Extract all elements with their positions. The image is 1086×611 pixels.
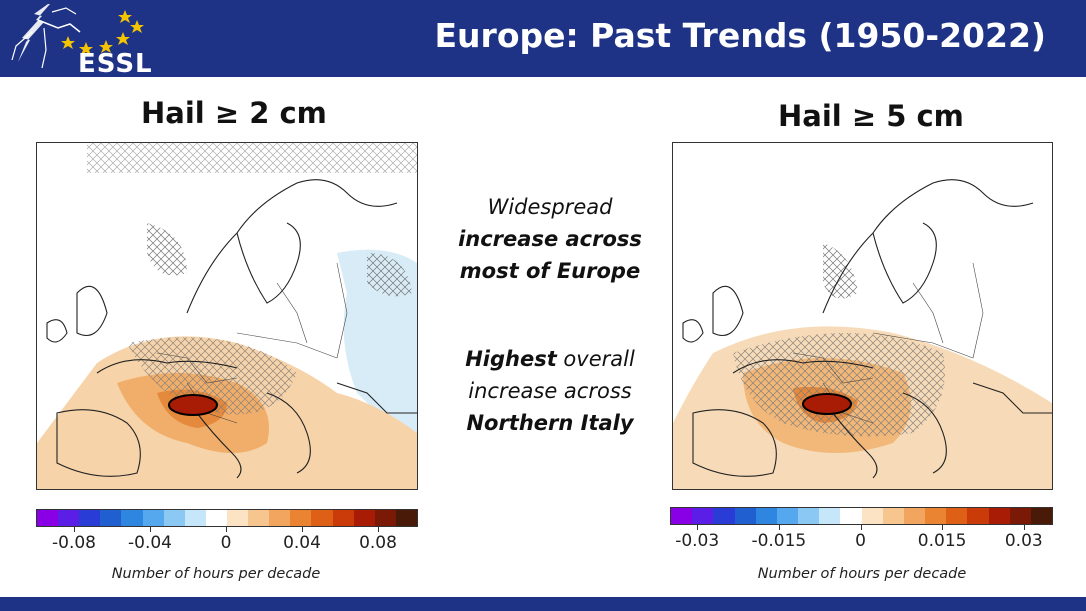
colorbar-swatch bbox=[713, 508, 735, 524]
lightning-stars-icon bbox=[11, 4, 144, 69]
colorbar-swatch bbox=[79, 510, 101, 526]
colorbar-swatch bbox=[142, 510, 164, 526]
colorbar-swatch bbox=[776, 508, 799, 524]
left-tick-label: -0.04 bbox=[128, 533, 172, 553]
note-line-6: Northern Italy bbox=[466, 411, 634, 435]
colorbar-swatch bbox=[374, 510, 396, 526]
colorbar-swatch bbox=[332, 510, 354, 526]
colorbar-swatch bbox=[1030, 508, 1053, 524]
colorbar-swatch bbox=[163, 510, 185, 526]
left-tick-label: 0 bbox=[220, 533, 232, 553]
note-line-1: Widespread bbox=[487, 195, 613, 219]
colorbar-swatch bbox=[755, 508, 777, 524]
colorbar-swatch bbox=[184, 510, 206, 526]
right-tick-mark bbox=[860, 525, 862, 530]
left-tick-label: 0.08 bbox=[359, 533, 397, 553]
right-tick-mark bbox=[697, 525, 699, 530]
colorbar-swatch bbox=[58, 510, 80, 526]
colorbar-swatch bbox=[121, 510, 143, 526]
note-line-2: increase across bbox=[458, 227, 642, 251]
essl-logo: ESSL bbox=[8, 2, 158, 79]
colorbar-swatch bbox=[37, 510, 59, 526]
note-line-5: increase across bbox=[468, 379, 632, 403]
left-tick-label: 0.04 bbox=[283, 533, 321, 553]
note-line-4-rest: overall bbox=[556, 347, 635, 371]
left-tick-mark bbox=[226, 527, 227, 532]
colorbar-swatch bbox=[290, 510, 312, 526]
colorbar-swatch bbox=[819, 508, 841, 524]
right-unit-label: Number of hours per decade bbox=[757, 566, 967, 582]
colorbar-swatch bbox=[226, 510, 249, 526]
center-notes-italy: Highest overall increase across Northern… bbox=[430, 343, 670, 439]
left-panel-title: Hail ≥ 2 cm bbox=[141, 96, 327, 130]
right-tick-mark bbox=[1023, 525, 1025, 530]
logo-text: ESSL bbox=[78, 49, 153, 79]
right-tick-mark bbox=[942, 525, 944, 530]
colorbar-swatch bbox=[269, 510, 291, 526]
note-line-4-bold: Highest bbox=[465, 347, 557, 371]
colorbar-swatch bbox=[798, 508, 820, 524]
right-hail-trend-map bbox=[672, 142, 1053, 490]
colorbar-swatch bbox=[882, 508, 904, 524]
right-tick-label: 0 bbox=[855, 531, 866, 551]
colorbar-swatch bbox=[988, 508, 1010, 524]
colorbar-swatch bbox=[248, 510, 270, 526]
colorbar-swatch bbox=[840, 508, 862, 524]
colorbar-swatch bbox=[861, 508, 883, 524]
note-line-4: Highest overall bbox=[430, 343, 670, 375]
page-title: Europe: Past Trends (1950-2022) bbox=[434, 16, 1046, 55]
colorbar-swatch bbox=[100, 510, 122, 526]
colorbar-swatch bbox=[311, 510, 333, 526]
left-tick-mark bbox=[302, 527, 303, 532]
note-line-3: most of Europe bbox=[459, 259, 641, 283]
colorbar-swatch bbox=[946, 508, 968, 524]
colorbar-swatch bbox=[395, 510, 417, 526]
colorbar-swatch bbox=[734, 508, 756, 524]
right-tick-label: -0.03 bbox=[675, 531, 720, 551]
right-colorbar bbox=[670, 507, 1053, 525]
right-tick-label: -0.015 bbox=[751, 531, 807, 551]
right-tick-label: 0.015 bbox=[917, 531, 967, 551]
colorbar-swatch bbox=[1009, 508, 1031, 524]
colorbar-swatch bbox=[671, 508, 693, 524]
colorbar-swatch bbox=[205, 510, 227, 526]
colorbar-swatch bbox=[903, 508, 926, 524]
colorbar-swatch bbox=[967, 508, 989, 524]
left-tick-label: -0.08 bbox=[52, 533, 96, 553]
left-colorbar bbox=[36, 509, 418, 527]
colorbar-swatch bbox=[692, 508, 714, 524]
right-tick-mark bbox=[778, 525, 780, 530]
left-tick-mark bbox=[74, 527, 75, 532]
center-notes: Widespread increase across most of Europ… bbox=[430, 191, 670, 287]
left-tick-mark bbox=[150, 527, 151, 532]
left-hail-trend-map bbox=[36, 142, 418, 490]
left-tick-mark bbox=[378, 527, 379, 532]
right-tick-label: 0.03 bbox=[1004, 531, 1043, 551]
footer-bar bbox=[0, 597, 1086, 611]
colorbar-swatch bbox=[925, 508, 947, 524]
right-panel-title: Hail ≥ 5 cm bbox=[778, 99, 964, 133]
left-unit-label: Number of hours per decade bbox=[111, 566, 321, 582]
colorbar-swatch bbox=[353, 510, 375, 526]
header-bar: ESSL Europe: Past Trends (1950-2022) bbox=[0, 0, 1086, 79]
